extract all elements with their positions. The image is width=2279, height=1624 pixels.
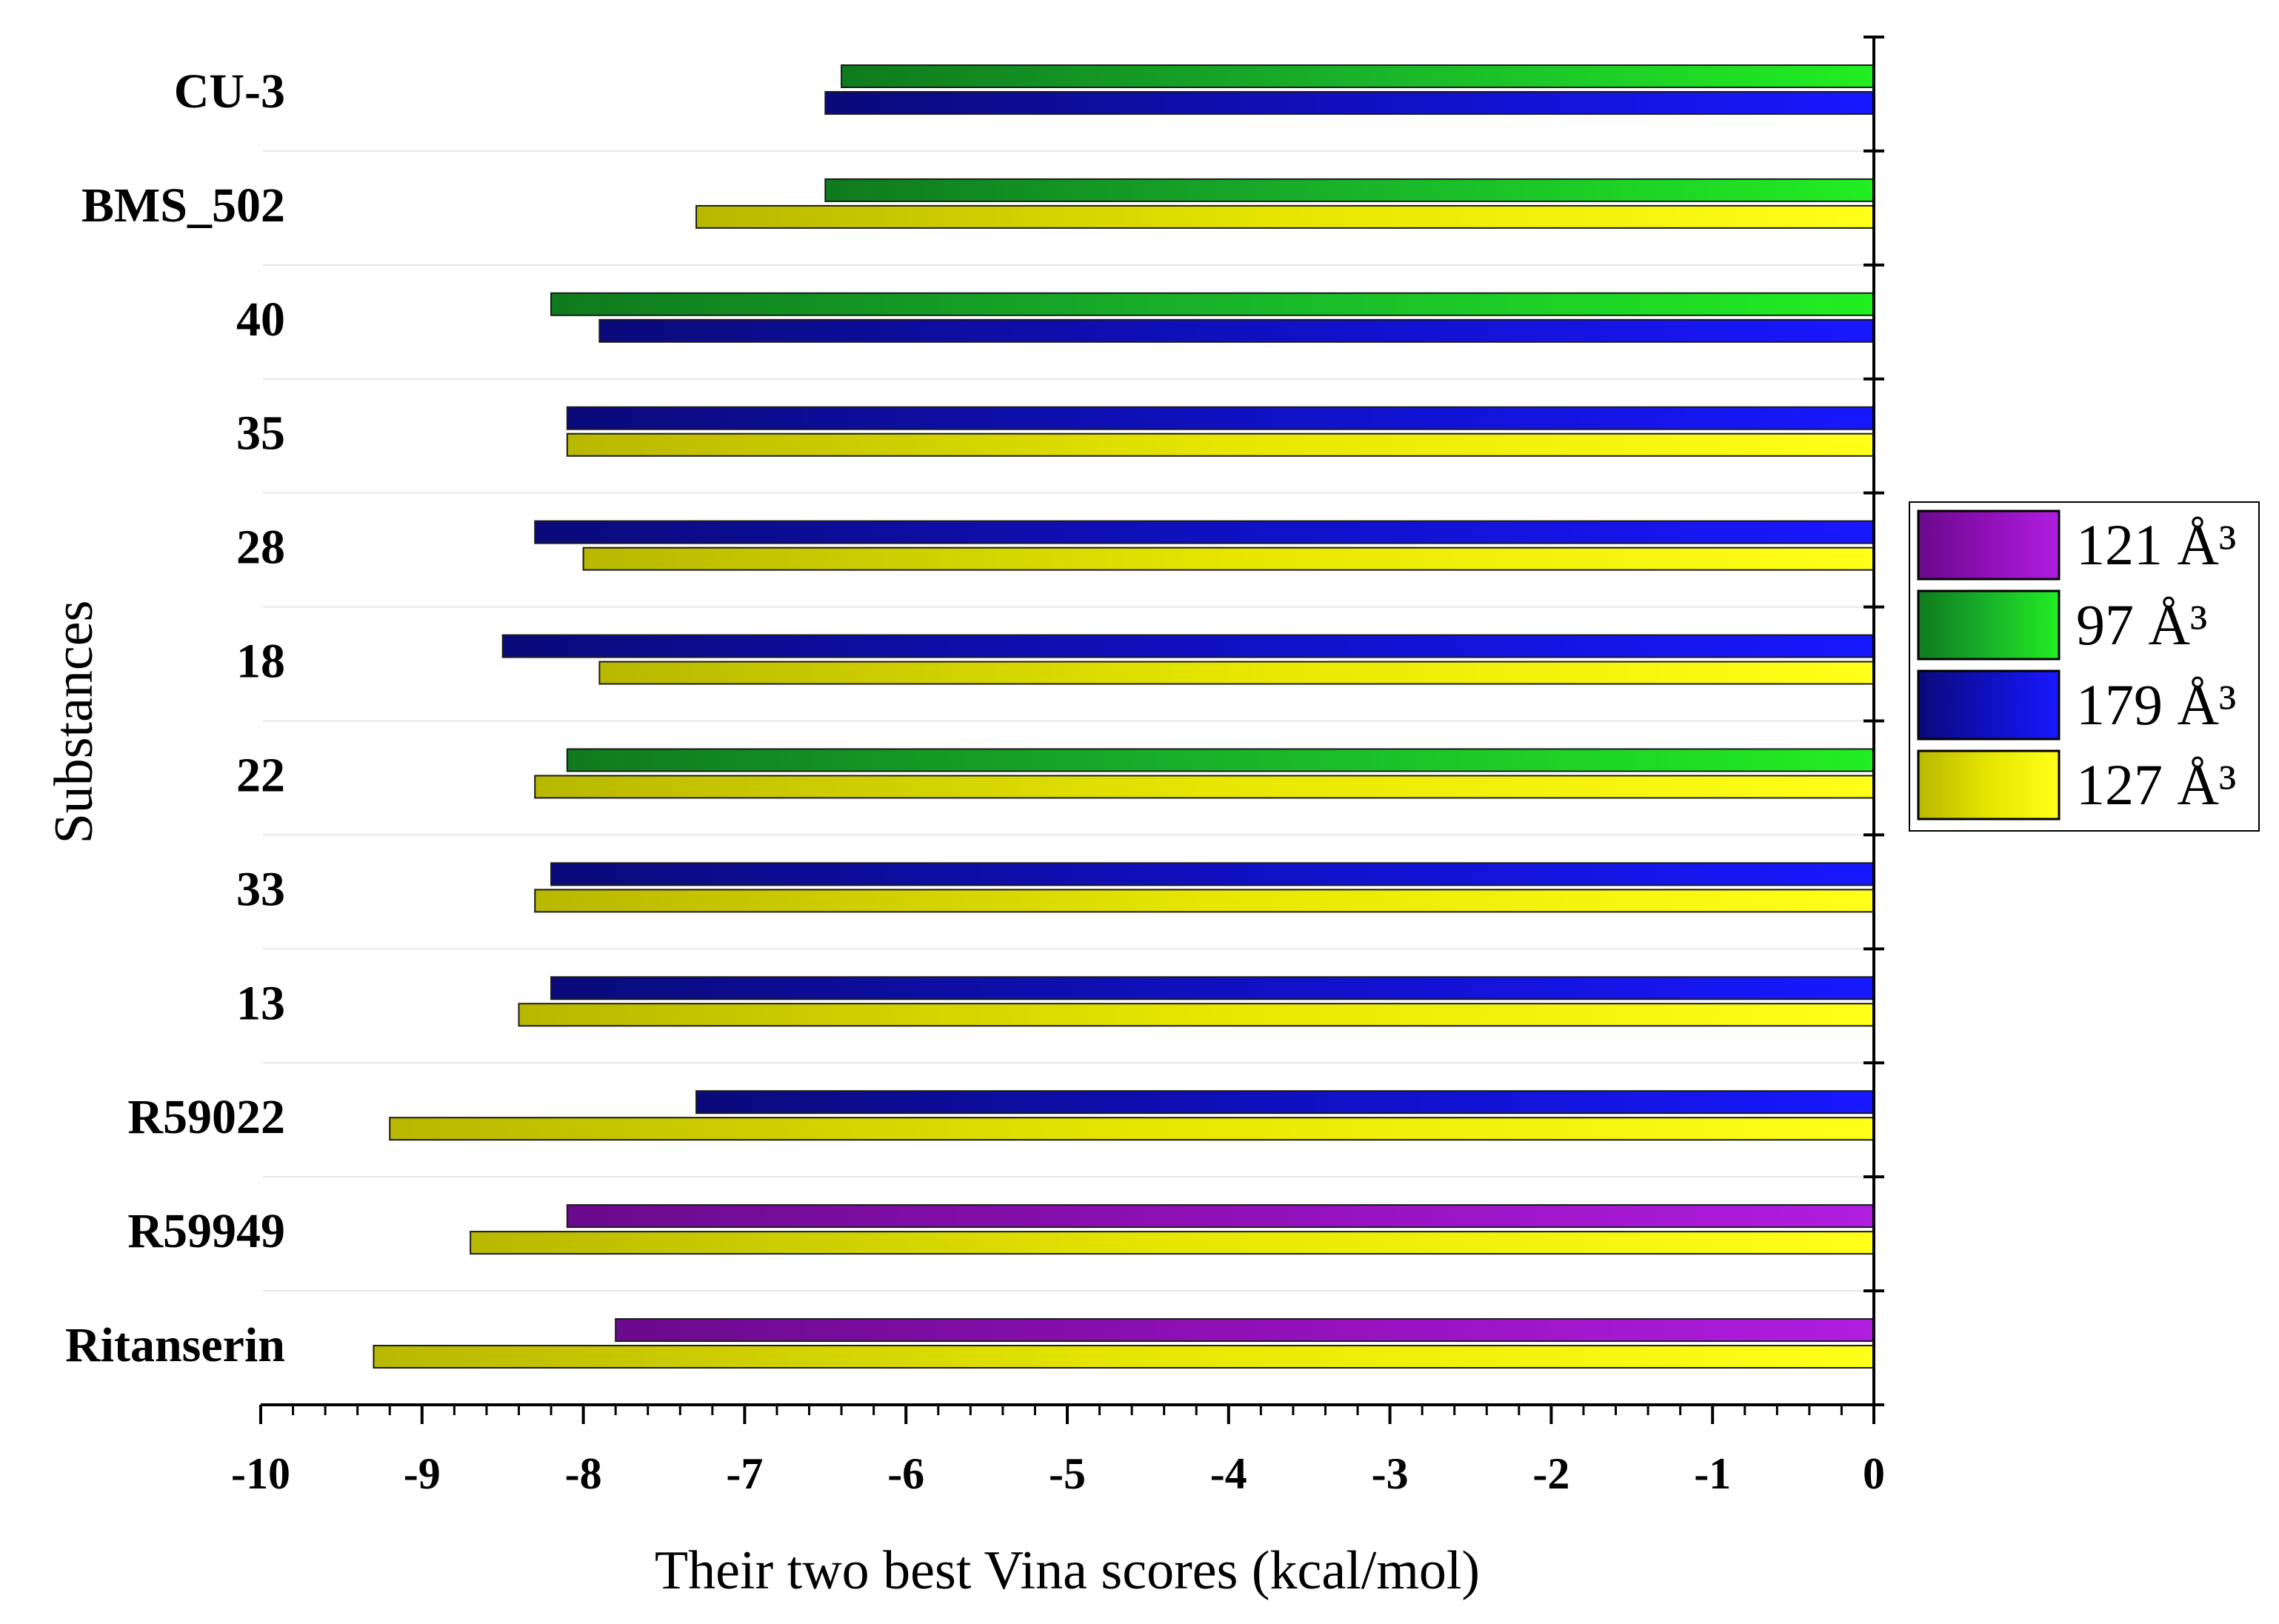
bar bbox=[550, 292, 1875, 316]
bar bbox=[598, 318, 1875, 343]
x-tick-label: -10 bbox=[231, 1449, 290, 1498]
bar bbox=[534, 889, 1875, 913]
x-tick-label: -7 bbox=[726, 1449, 763, 1498]
bar bbox=[534, 775, 1875, 799]
category-label: 28 bbox=[236, 521, 285, 575]
legend-swatch bbox=[1917, 509, 2061, 581]
bar bbox=[615, 1318, 1875, 1343]
x-tick-label: -9 bbox=[404, 1449, 441, 1498]
labels: CU-3 BMS_502 40 35 28 18 22 33 13 R59022 R59949 Rit… bbox=[65, 64, 1885, 1498]
x-tick-label: -6 bbox=[887, 1449, 924, 1498]
x-tick-label: -5 bbox=[1049, 1449, 1086, 1498]
legend: 121 Å³ 97 Å³ 179 Å³ 127 Å³ bbox=[1909, 501, 2260, 832]
bar bbox=[824, 178, 1875, 202]
x-tick-label: -8 bbox=[565, 1449, 602, 1498]
x-tick-label: -3 bbox=[1372, 1449, 1409, 1498]
bar bbox=[470, 1231, 1875, 1255]
category-label: Ritanserin bbox=[65, 1318, 285, 1372]
legend-swatch bbox=[1917, 589, 2061, 661]
legend-label: 179 Å³ bbox=[2076, 672, 2236, 737]
bar bbox=[598, 661, 1875, 685]
legend-label: 121 Å³ bbox=[2076, 512, 2236, 577]
bar bbox=[582, 547, 1875, 571]
x-tick-label: -1 bbox=[1694, 1449, 1731, 1498]
x-tick-label: -4 bbox=[1210, 1449, 1247, 1498]
x-tick-label: 0 bbox=[1863, 1449, 1885, 1498]
axes bbox=[259, 36, 1884, 1424]
legend-label: 127 Å³ bbox=[2076, 752, 2236, 817]
category-label: 40 bbox=[236, 293, 285, 347]
category-label: CU-3 bbox=[174, 64, 285, 118]
bars bbox=[373, 64, 1875, 1369]
bar bbox=[566, 432, 1875, 457]
category-label: R59022 bbox=[127, 1090, 285, 1144]
bar bbox=[824, 90, 1875, 115]
category-label: 33 bbox=[236, 862, 285, 916]
bar bbox=[695, 204, 1875, 229]
bar bbox=[550, 976, 1875, 1000]
category-label: BMS_502 bbox=[81, 178, 285, 233]
category-label: 22 bbox=[236, 748, 285, 802]
bar bbox=[501, 634, 1875, 658]
bar bbox=[550, 862, 1875, 886]
legend-swatch bbox=[1917, 669, 2061, 741]
bar bbox=[841, 64, 1875, 88]
category-label: R59949 bbox=[127, 1204, 285, 1258]
bar bbox=[518, 1003, 1875, 1027]
bar bbox=[566, 1204, 1875, 1229]
y-axis-title: Substances bbox=[44, 601, 104, 844]
bar bbox=[373, 1345, 1875, 1369]
bar bbox=[389, 1117, 1875, 1141]
category-separators bbox=[263, 150, 1872, 1292]
x-axis-title: Their two best Vina scores (kcal/mol) bbox=[655, 1540, 1480, 1601]
category-label: 35 bbox=[236, 407, 285, 461]
bar bbox=[695, 1090, 1875, 1115]
x-tick-label: -2 bbox=[1532, 1449, 1569, 1498]
bar bbox=[566, 748, 1875, 772]
category-label: 13 bbox=[236, 976, 285, 1030]
bar bbox=[566, 406, 1875, 430]
category-label: 18 bbox=[236, 635, 285, 689]
legend-swatch bbox=[1917, 749, 2061, 821]
legend-label: 97 Å³ bbox=[2076, 592, 2207, 657]
bar bbox=[534, 520, 1875, 544]
